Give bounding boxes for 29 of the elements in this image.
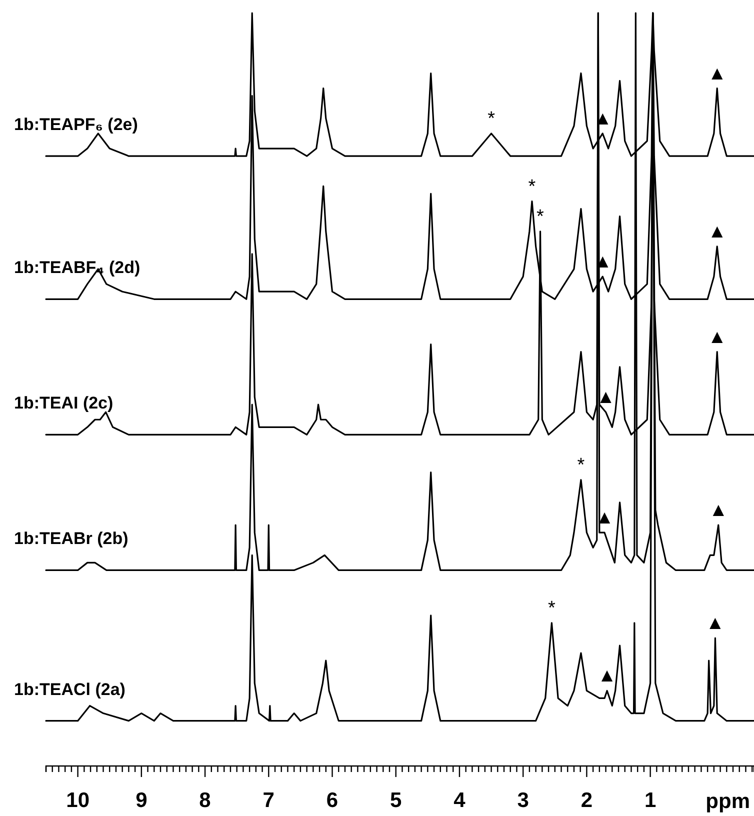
x-tick-label: 9 [136,788,148,812]
x-tick-label: 7 [262,788,274,812]
x-tick-label: 2 [580,788,593,812]
annotation: ▲ [708,221,727,242]
annotation: * [488,108,496,130]
annotation: ▲ [708,326,727,348]
annotation: ▲ [595,508,614,529]
x-tick-label: 10 [66,788,90,812]
series-label: 1b:TEABF₄ (2d) [14,258,140,278]
x-tick-label: 6 [326,788,338,812]
annotation: * [577,454,586,476]
series-label: 1b:TEACl (2a) [14,680,126,699]
x-tick-label: 8 [199,788,212,812]
annotation: ▲ [596,387,616,408]
annotation: ▲ [708,500,728,522]
x-tick-label: 1 [644,788,656,812]
annotation: * [548,598,556,619]
annotation: * [528,176,536,198]
annotation: ▲ [708,63,727,84]
annotation: ▲ [598,666,616,687]
x-tick-label: 4 [454,788,466,812]
x-tick-label: 5 [390,788,402,812]
series-label: 1b:TEAI (2c) [14,394,114,413]
x-axis-title: ppm [706,790,750,813]
series-label: 1b:TEAPF₆ (2e) [14,115,138,134]
annotation: ▲ [706,612,725,634]
x-tick-label: 3 [517,788,529,812]
series-label: 1b:TEABr (2b) [14,529,128,548]
annotation: * [536,206,545,228]
